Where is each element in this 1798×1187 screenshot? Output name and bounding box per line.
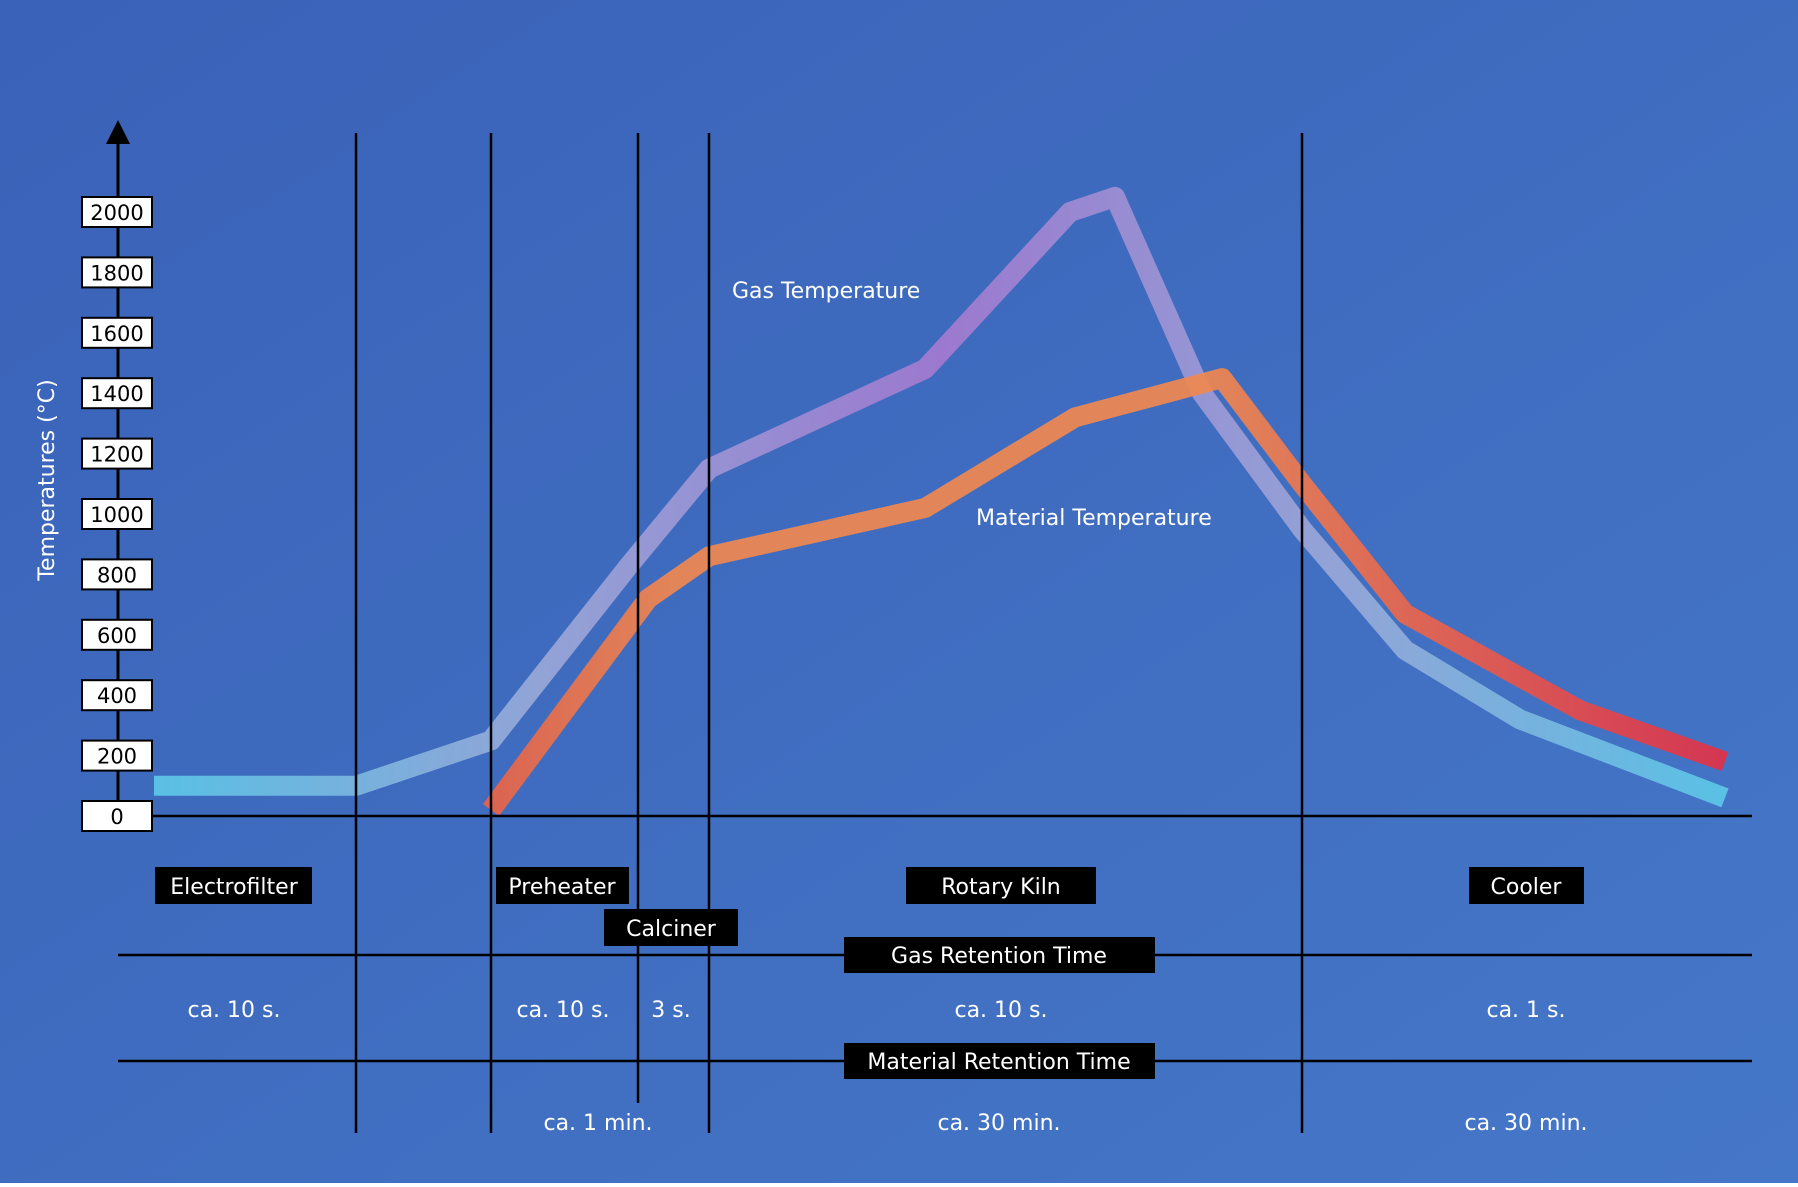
y-tick-box (81, 377, 153, 410)
stage-label: Calciner (626, 917, 717, 942)
y-tick-label: 0 (110, 805, 123, 829)
y-tick-label: 200 (97, 745, 137, 769)
stage-electrofilter: Electrofilter (155, 867, 312, 904)
stage-preheater: Preheater (496, 867, 629, 904)
y-tick-label: 800 (97, 563, 137, 587)
y-tick-label: 600 (97, 624, 137, 648)
y-tick-label: 1400 (90, 382, 143, 406)
y-tick-label: 400 (97, 684, 137, 708)
y-tick-box (81, 558, 153, 591)
y-tick: 2000 (81, 196, 153, 228)
y-tick-box (81, 196, 153, 228)
y-tick-label: 1800 (90, 261, 143, 285)
y-axis: 0 200 400 600 800 1000 1200 1400 1600 1800 2000 (81, 120, 153, 832)
y-axis-title: Temperatures (°C) (35, 379, 60, 581)
material-temperature-label: Material Temperature (976, 506, 1212, 531)
y-tick-label: 1200 (90, 443, 143, 467)
y-tick-box (81, 739, 153, 772)
gas-retention-preheater: ca. 10 s. (516, 998, 609, 1023)
material-retention-preheater-calciner: ca. 1 min. (543, 1111, 652, 1136)
y-tick: 600 (81, 618, 153, 651)
gas-retention-cooler: ca. 1 s. (1486, 998, 1565, 1023)
gas-retention-title: Gas Retention Time (844, 937, 1155, 973)
y-tick-label: 1000 (90, 503, 143, 527)
material-temperature-line (482, 368, 1729, 816)
y-tick-box (81, 800, 153, 832)
stage-calciner: Calciner (604, 909, 738, 946)
y-tick-box (81, 498, 153, 530)
y-tick-box (81, 618, 153, 651)
material-retention-cooler: ca. 30 min. (1464, 1111, 1587, 1136)
y-tick-box (81, 316, 153, 349)
material-retention-rotary-kiln: ca. 30 min. (937, 1111, 1060, 1136)
stage-rotary-kiln: Rotary Kiln (906, 867, 1096, 904)
y-tick-box (81, 256, 153, 289)
stage-cooler: Cooler (1469, 867, 1584, 904)
y-tick: 400 (81, 679, 153, 712)
y-tick: 0 (81, 800, 153, 832)
y-axis-arrow (106, 120, 130, 144)
gas-retention-electrofilter: ca. 10 s. (187, 998, 280, 1023)
gas-retention-calciner: 3 s. (651, 998, 690, 1023)
material-retention-title-text: Material Retention Time (867, 1050, 1130, 1075)
stage-label: Electrofilter (170, 875, 298, 900)
stage-label: Cooler (1491, 875, 1563, 900)
gas-temperature-label: Gas Temperature (732, 279, 920, 304)
y-tick-label: 2000 (90, 201, 143, 225)
stage-label: Rotary Kiln (941, 875, 1061, 900)
material-retention-title: Material Retention Time (844, 1043, 1155, 1079)
gas-retention-title-text: Gas Retention Time (891, 944, 1107, 969)
y-tick-box (81, 437, 153, 470)
y-tick-box (81, 679, 153, 712)
stage-label: Preheater (508, 875, 616, 900)
y-tick: 1200 (81, 437, 153, 470)
y-tick: 1000 (81, 498, 153, 530)
y-tick-label: 1600 (90, 322, 143, 346)
structure-lines (118, 133, 1752, 1133)
y-tick: 1800 (81, 256, 153, 289)
y-tick: 200 (81, 739, 153, 772)
y-tick: 1400 (81, 377, 153, 410)
y-tick: 800 (81, 558, 153, 591)
y-tick: 1600 (81, 316, 153, 349)
gas-retention-rotary-kiln: ca. 10 s. (954, 998, 1047, 1023)
